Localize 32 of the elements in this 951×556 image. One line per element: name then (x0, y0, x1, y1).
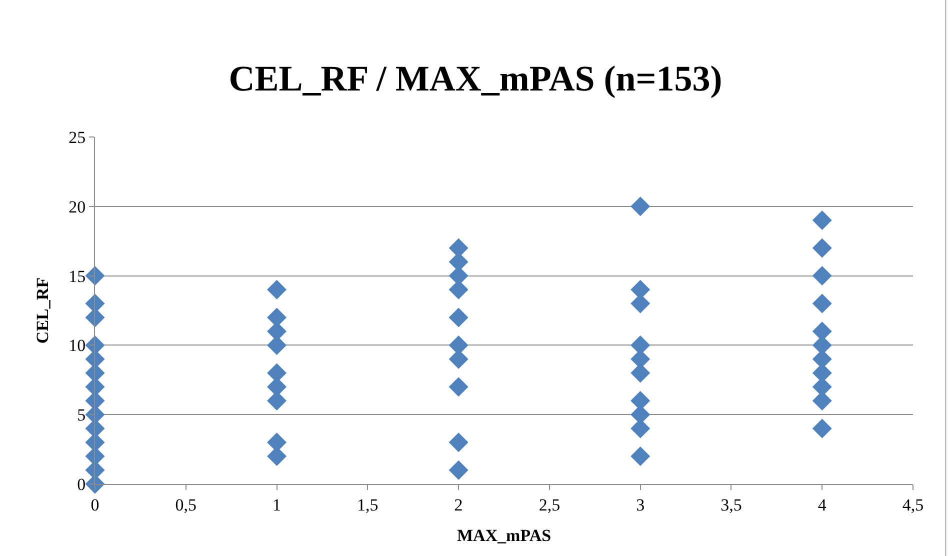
x-tick-label: 3,5 (720, 495, 742, 514)
point (85, 266, 105, 286)
point (448, 308, 468, 328)
point (812, 418, 832, 438)
point (630, 446, 650, 466)
x-tick-label: 2 (454, 495, 463, 514)
y-tick-label: 10 (68, 336, 86, 356)
point (812, 210, 832, 230)
point (448, 460, 468, 480)
x-tick-label: 1,5 (357, 495, 378, 514)
x-tick-label: 2,5 (538, 495, 560, 514)
x-tick-label: 3 (636, 495, 645, 514)
point (812, 294, 832, 314)
x-tick-label: 0 (90, 495, 100, 514)
y-tick-label: 15 (68, 266, 86, 286)
y-tick-label: 20 (68, 197, 86, 216)
x-tick-label: 4 (818, 495, 827, 514)
y-axis-title: CEL_RF (33, 277, 52, 344)
x-axis-title: MAX_mPAS (456, 526, 552, 545)
y-tick-label: 25 (68, 128, 86, 147)
point (812, 266, 832, 286)
point (812, 238, 832, 258)
point (448, 377, 468, 397)
x-tick-label: 4,5 (902, 495, 924, 514)
y-tick-label: 5 (77, 406, 86, 425)
chart-title: CEL_RF / MAX_mPAS (n=153) (228, 58, 722, 98)
point (267, 280, 287, 300)
x-tick-label: 1 (272, 495, 282, 514)
y-tick-label: 0 (77, 474, 86, 494)
x-tick-label: 0,5 (175, 495, 197, 514)
point (630, 196, 650, 216)
point (448, 432, 468, 452)
